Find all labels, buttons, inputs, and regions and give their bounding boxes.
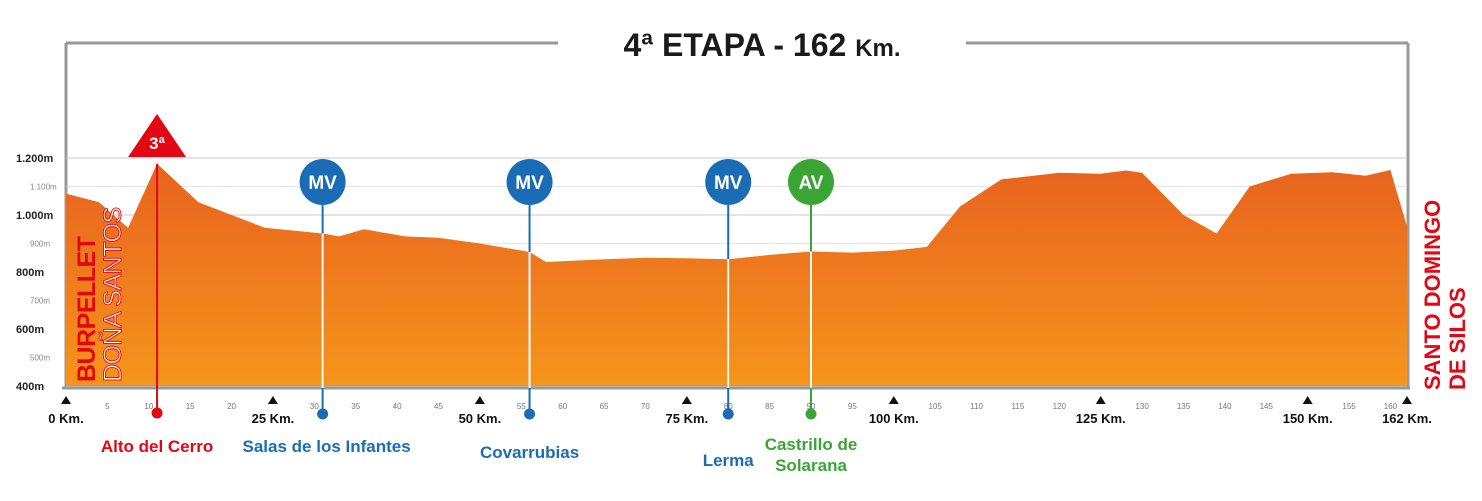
x-major-tick-marker	[61, 396, 71, 404]
x-major-tick-label: 125 Km.	[1076, 411, 1126, 426]
sprint-badge-circle	[788, 159, 834, 205]
intermediate-badge-label: MV	[714, 173, 743, 194]
x-major-tick-label: 150 Km.	[1283, 411, 1333, 426]
place-name: Castrillo de	[765, 435, 858, 454]
x-minor-tick-label: 140	[1218, 402, 1232, 411]
x-major-tick-label: 0 Km.	[48, 411, 83, 426]
mountain-category-triangle	[128, 114, 187, 157]
x-minor-tick-label: 15	[186, 402, 195, 411]
y-tick-label: 400m	[16, 381, 44, 393]
x-minor-tick-label: 155	[1342, 402, 1356, 411]
finish-town-name-line2: DE SILOS	[1445, 287, 1470, 390]
profile-layer	[66, 163, 1407, 386]
intermediate-badge-label: MV	[308, 173, 337, 194]
x-minor-tick-label: 95	[848, 402, 857, 411]
x-minor-tick-label: 60	[558, 402, 567, 411]
x-major-tick-marker	[474, 396, 485, 404]
point-intermediate: MV Salas de los Infantes	[243, 159, 411, 456]
chart-title-main: 4ª ETAPA - 162	[623, 27, 846, 63]
x-major-tick-marker	[267, 396, 278, 404]
intermediate-badge-label: MV	[515, 173, 544, 194]
sprint-badge-label: AV	[799, 173, 824, 194]
place-name: Solarana	[775, 456, 847, 475]
x-major-tick-label: 162 Km.	[1382, 411, 1432, 426]
x-major-tick-marker	[888, 396, 899, 404]
point-intermediate: MV Lerma	[703, 159, 755, 470]
x-minor-tick-label: 120	[1053, 402, 1067, 411]
finish-town-labels: SANTO DOMINGO DE SILOS	[1420, 200, 1470, 390]
x-minor-tick-label: 135	[1177, 402, 1191, 411]
start-town-name-secondary: DOÑA SANTOS	[98, 207, 127, 382]
mountain-dot	[151, 407, 163, 419]
intermediate-dot	[317, 408, 329, 420]
intermediate-badge-circle	[705, 159, 752, 205]
x-minor-tick-label: 70	[641, 402, 650, 411]
point-mountain: 3ª Alto del Cerro	[101, 114, 213, 456]
place-name: Salas de los Infantes	[243, 437, 411, 456]
intermediate-dot	[524, 408, 536, 420]
x-major-tick-label: 50 Km.	[459, 411, 502, 426]
x-minor-tick-label: 20	[227, 402, 236, 411]
x-minor-tick-label: 130	[1135, 402, 1149, 411]
start-town-name: BURPELLET	[73, 236, 101, 382]
x-minor-tick-label: 115	[1012, 402, 1025, 411]
sprint-dot	[805, 408, 817, 420]
mountain-category-label: 3ª	[149, 134, 165, 153]
x-minor-tick-label: 10	[144, 402, 153, 411]
chart-title: 4ª ETAPA - 162 Km.	[623, 27, 900, 63]
y-tick-label: 600m	[16, 324, 44, 336]
x-minor-tick-label: 110	[970, 402, 983, 411]
x-minor-tick-label: 40	[393, 402, 402, 411]
x-minor-tick-label: 55	[517, 402, 526, 411]
x-minor-tick-label: 65	[600, 402, 609, 411]
axis-layer: 0 Km. 25 Km. 50 Km. 75 Km. 100 Km. 125 Km. 150…	[48, 386, 1432, 426]
x-major-tick-marker	[1095, 396, 1106, 404]
x-minor-tick-label: 30	[310, 402, 319, 411]
y-tick-label: 1.200m	[16, 153, 54, 165]
x-major-tick-marker	[1402, 396, 1412, 404]
place-name: Lerma	[703, 451, 755, 470]
x-minor-tick-label: 145	[1260, 402, 1274, 411]
x-minor-tick-label: 5	[105, 402, 110, 411]
y-minor-tick-label: 700m	[30, 297, 50, 306]
y-minor-tick-label: 500m	[30, 354, 50, 363]
point-intermediate: MV Covarrubias	[480, 159, 579, 462]
y-minor-tick-label: 900m	[30, 240, 50, 249]
x-major-tick-marker	[681, 396, 692, 404]
x-minor-tick-label: 35	[351, 402, 360, 411]
x-minor-tick-label: 160	[1384, 402, 1398, 411]
intermediate-badge-circle	[299, 159, 346, 205]
y-tick-label: 1.000m	[16, 210, 54, 222]
point-sprint: AV Castrillo de Solarana	[765, 159, 858, 475]
elevation-area	[66, 163, 1407, 386]
y-tick-label: 800m	[16, 267, 44, 279]
place-name: Covarrubias	[480, 443, 579, 462]
x-major-tick-label: 25 Km.	[252, 411, 295, 426]
x-major-tick-label: 75 Km.	[666, 411, 709, 426]
x-major-tick-label: 100 Km.	[869, 411, 919, 426]
intermediate-badge-circle	[506, 159, 553, 205]
y-minor-tick-label: 1.100m	[30, 183, 57, 192]
x-major-tick-marker	[1302, 396, 1313, 404]
chart-title-unit: Km.	[855, 35, 900, 62]
finish-town-name-line1: SANTO DOMINGO	[1420, 200, 1445, 390]
x-minor-tick-label: 85	[765, 402, 774, 411]
x-minor-tick-label: 45	[434, 402, 443, 411]
place-name: Alto del Cerro	[101, 437, 213, 456]
x-minor-tick-label: 105	[928, 402, 942, 411]
intermediate-dot	[722, 408, 734, 420]
